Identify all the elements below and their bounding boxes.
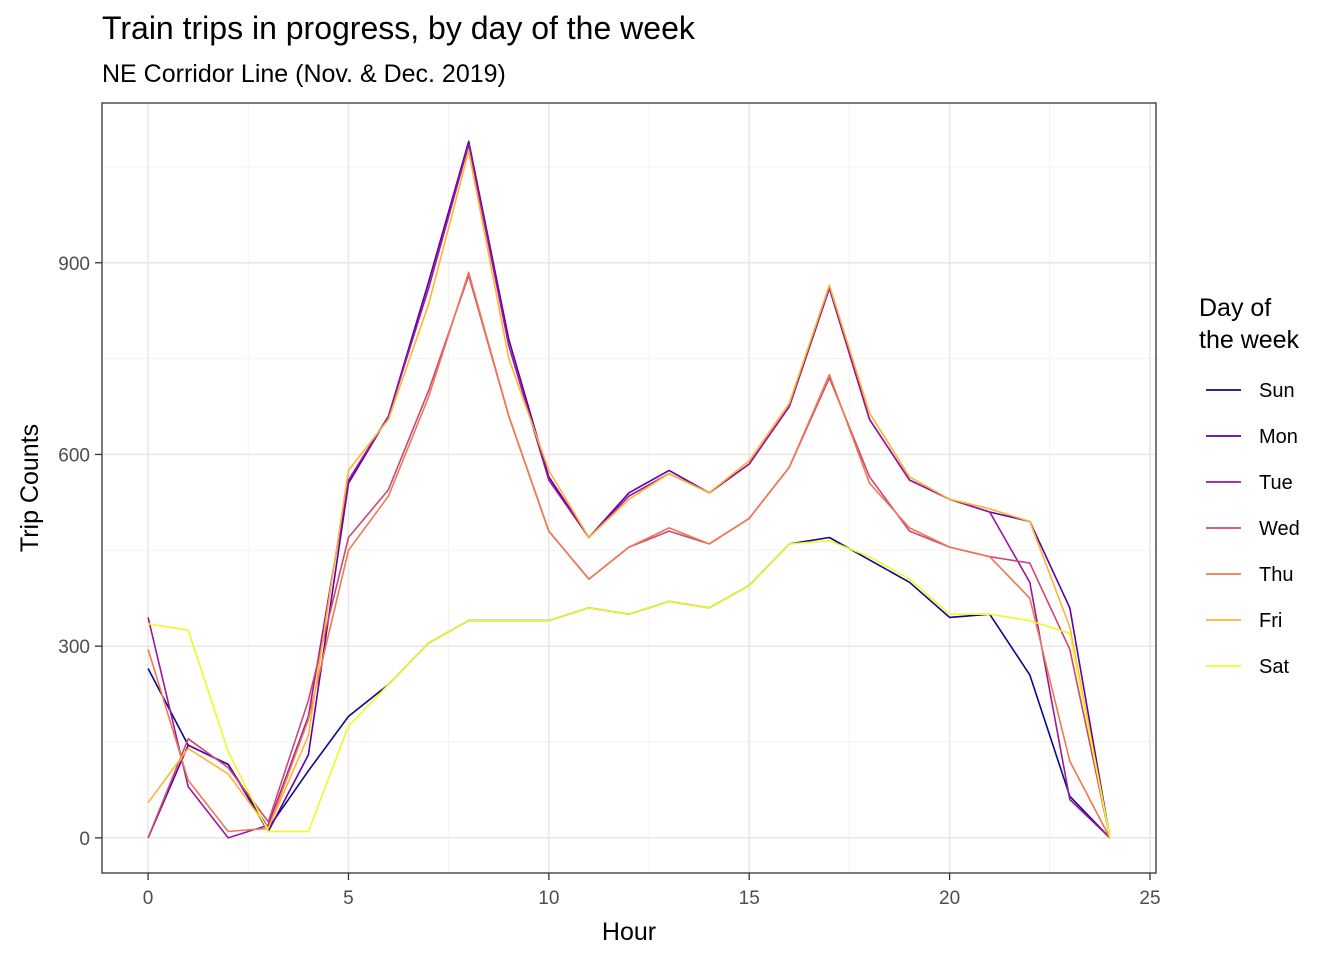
x-axis: 0 5 10 15 20 25 — [143, 873, 1161, 909]
x-axis-title: Hour — [602, 918, 656, 946]
minor-gridlines — [102, 103, 1156, 873]
x-tick-label: 10 — [538, 888, 559, 909]
chart-title: Train trips in progress, by day of the w… — [102, 10, 695, 46]
y-tick-label: 600 — [58, 445, 90, 466]
legend-label-mon: Mon — [1259, 426, 1298, 448]
legend-title-line-1: Day of — [1199, 294, 1271, 322]
x-tick-label: 5 — [343, 888, 354, 909]
chart-subtitle: NE Corridor Line (Nov. & Dec. 2019) — [102, 60, 506, 88]
y-axis: 0 300 600 900 — [58, 254, 102, 850]
legend-label-sat: Sat — [1259, 656, 1289, 678]
plot-area — [101, 102, 1157, 874]
legend-title-line-2: the week — [1199, 326, 1300, 354]
legend: Day of the week Sun Mon Tue Wed Thu Fri Sat — [1199, 294, 1300, 678]
plot-border — [101, 102, 1157, 874]
y-tick-label: 900 — [58, 254, 90, 275]
legend-label-thu: Thu — [1259, 564, 1293, 586]
y-axis-title: Trip Counts — [16, 424, 44, 552]
y-tick-label: 300 — [58, 637, 90, 658]
legend-label-tue: Tue — [1259, 472, 1293, 494]
x-tick-label: 20 — [939, 888, 960, 909]
x-tick-label: 0 — [143, 888, 154, 909]
legend-label-sun: Sun — [1259, 380, 1295, 402]
y-tick-label: 0 — [79, 829, 90, 850]
series-line-thu — [147, 271, 1111, 839]
series-lines — [147, 140, 1111, 839]
plot-panel — [102, 103, 1156, 873]
legend-items: Sun Mon Tue Wed Thu Fri Sat — [1206, 380, 1300, 678]
series-line-sat — [147, 539, 1111, 839]
x-tick-label: 15 — [739, 888, 760, 909]
series-line-fri — [147, 150, 1111, 839]
x-tick-label: 25 — [1139, 888, 1160, 909]
legend-label-fri: Fri — [1259, 610, 1282, 632]
legend-label-wed: Wed — [1259, 518, 1300, 540]
